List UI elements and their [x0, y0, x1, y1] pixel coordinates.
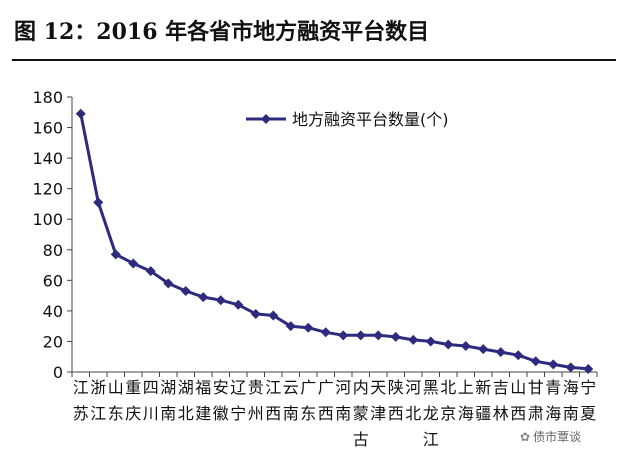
- data-point: [495, 347, 506, 358]
- y-tick-label: 120: [32, 180, 63, 199]
- x-tick-label: 湖北: [178, 378, 194, 423]
- x-tick-label: 海南: [563, 378, 579, 423]
- x-tick-label: 北京: [440, 378, 456, 423]
- x-tick-label: 广西: [318, 378, 334, 423]
- data-point: [478, 344, 489, 355]
- x-tick-label: 安徽: [213, 378, 229, 423]
- legend-marker: [261, 114, 271, 124]
- x-tick-label: 黑龙江: [423, 378, 439, 449]
- x-tick-label: 广东: [300, 378, 316, 423]
- x-tick-label: 山西: [510, 378, 526, 423]
- data-point: [355, 330, 366, 341]
- data-point: [128, 258, 139, 269]
- x-tick-label: 宁夏: [580, 378, 596, 423]
- y-tick-label: 0: [53, 363, 63, 382]
- watermark: ✿ 债市覃谈: [520, 428, 581, 445]
- data-point: [145, 266, 156, 277]
- data-point: [180, 286, 191, 297]
- data-point: [408, 334, 419, 345]
- y-tick-label: 160: [32, 119, 63, 138]
- x-tick-label: 上海: [458, 378, 474, 423]
- x-tick-label: 天津: [370, 378, 386, 423]
- x-tick-label: 四川: [143, 378, 159, 423]
- data-point: [548, 359, 559, 370]
- x-tick-label: 甘肃: [528, 378, 544, 423]
- data-point: [250, 308, 261, 319]
- legend-label: 地方融资平台数量(个): [292, 110, 449, 129]
- y-tick-label: 140: [32, 149, 63, 168]
- x-tick-label: 江苏: [73, 378, 89, 423]
- y-tick-label: 60: [43, 271, 63, 290]
- x-tick-label: 贵州: [248, 378, 264, 423]
- data-point: [215, 295, 226, 306]
- y-tick-label: 100: [32, 210, 63, 229]
- data-point: [583, 363, 594, 374]
- data-point: [425, 336, 436, 347]
- series-line: [79, 113, 589, 371]
- data-point: [530, 356, 541, 367]
- data-point: [163, 278, 174, 289]
- data-point: [198, 292, 209, 303]
- x-tick-label: 新疆: [475, 378, 491, 423]
- x-tick-label: 云南: [283, 378, 299, 423]
- x-tick-label: 山东: [108, 378, 124, 423]
- x-tick-label: 内蒙古: [353, 378, 369, 449]
- x-tick-label: 湖南: [160, 378, 176, 423]
- data-point: [338, 330, 349, 341]
- x-tick-label: 吉林: [493, 378, 509, 423]
- x-tick-label: 江西: [265, 378, 281, 423]
- data-point: [513, 350, 524, 361]
- wechat-icon: ✿: [520, 430, 531, 444]
- x-tick-label: 陕西: [388, 378, 404, 423]
- x-tick-label: 青海: [545, 378, 561, 423]
- data-point: [565, 362, 576, 373]
- data-point: [443, 339, 454, 350]
- watermark-text: 债市覃谈: [533, 430, 582, 444]
- y-tick-label: 80: [43, 241, 63, 260]
- data-point: [110, 249, 121, 260]
- title-rule: [12, 59, 616, 61]
- y-tick-label: 180: [32, 88, 63, 107]
- x-tick-label: 河南: [335, 378, 351, 423]
- data-point: [320, 327, 331, 338]
- x-tick-label: 浙江: [90, 378, 106, 423]
- data-point: [75, 108, 86, 119]
- x-tick-label: 福建: [195, 378, 211, 423]
- data-point: [268, 310, 279, 321]
- x-tick-label: 河北: [405, 378, 421, 423]
- data-point: [373, 330, 384, 341]
- figure-title: 图 12：2016 年各省市地方融资平台数目: [14, 19, 430, 45]
- data-point: [285, 321, 296, 332]
- x-tick-label: 辽宁: [230, 378, 246, 423]
- data-point: [303, 322, 314, 333]
- data-point: [233, 299, 244, 310]
- data-point: [460, 341, 471, 352]
- y-tick-label: 40: [43, 302, 63, 321]
- data-point: [390, 331, 401, 342]
- y-tick-label: 20: [43, 332, 63, 351]
- x-tick-label: 重庆: [125, 378, 141, 423]
- data-point: [93, 197, 104, 208]
